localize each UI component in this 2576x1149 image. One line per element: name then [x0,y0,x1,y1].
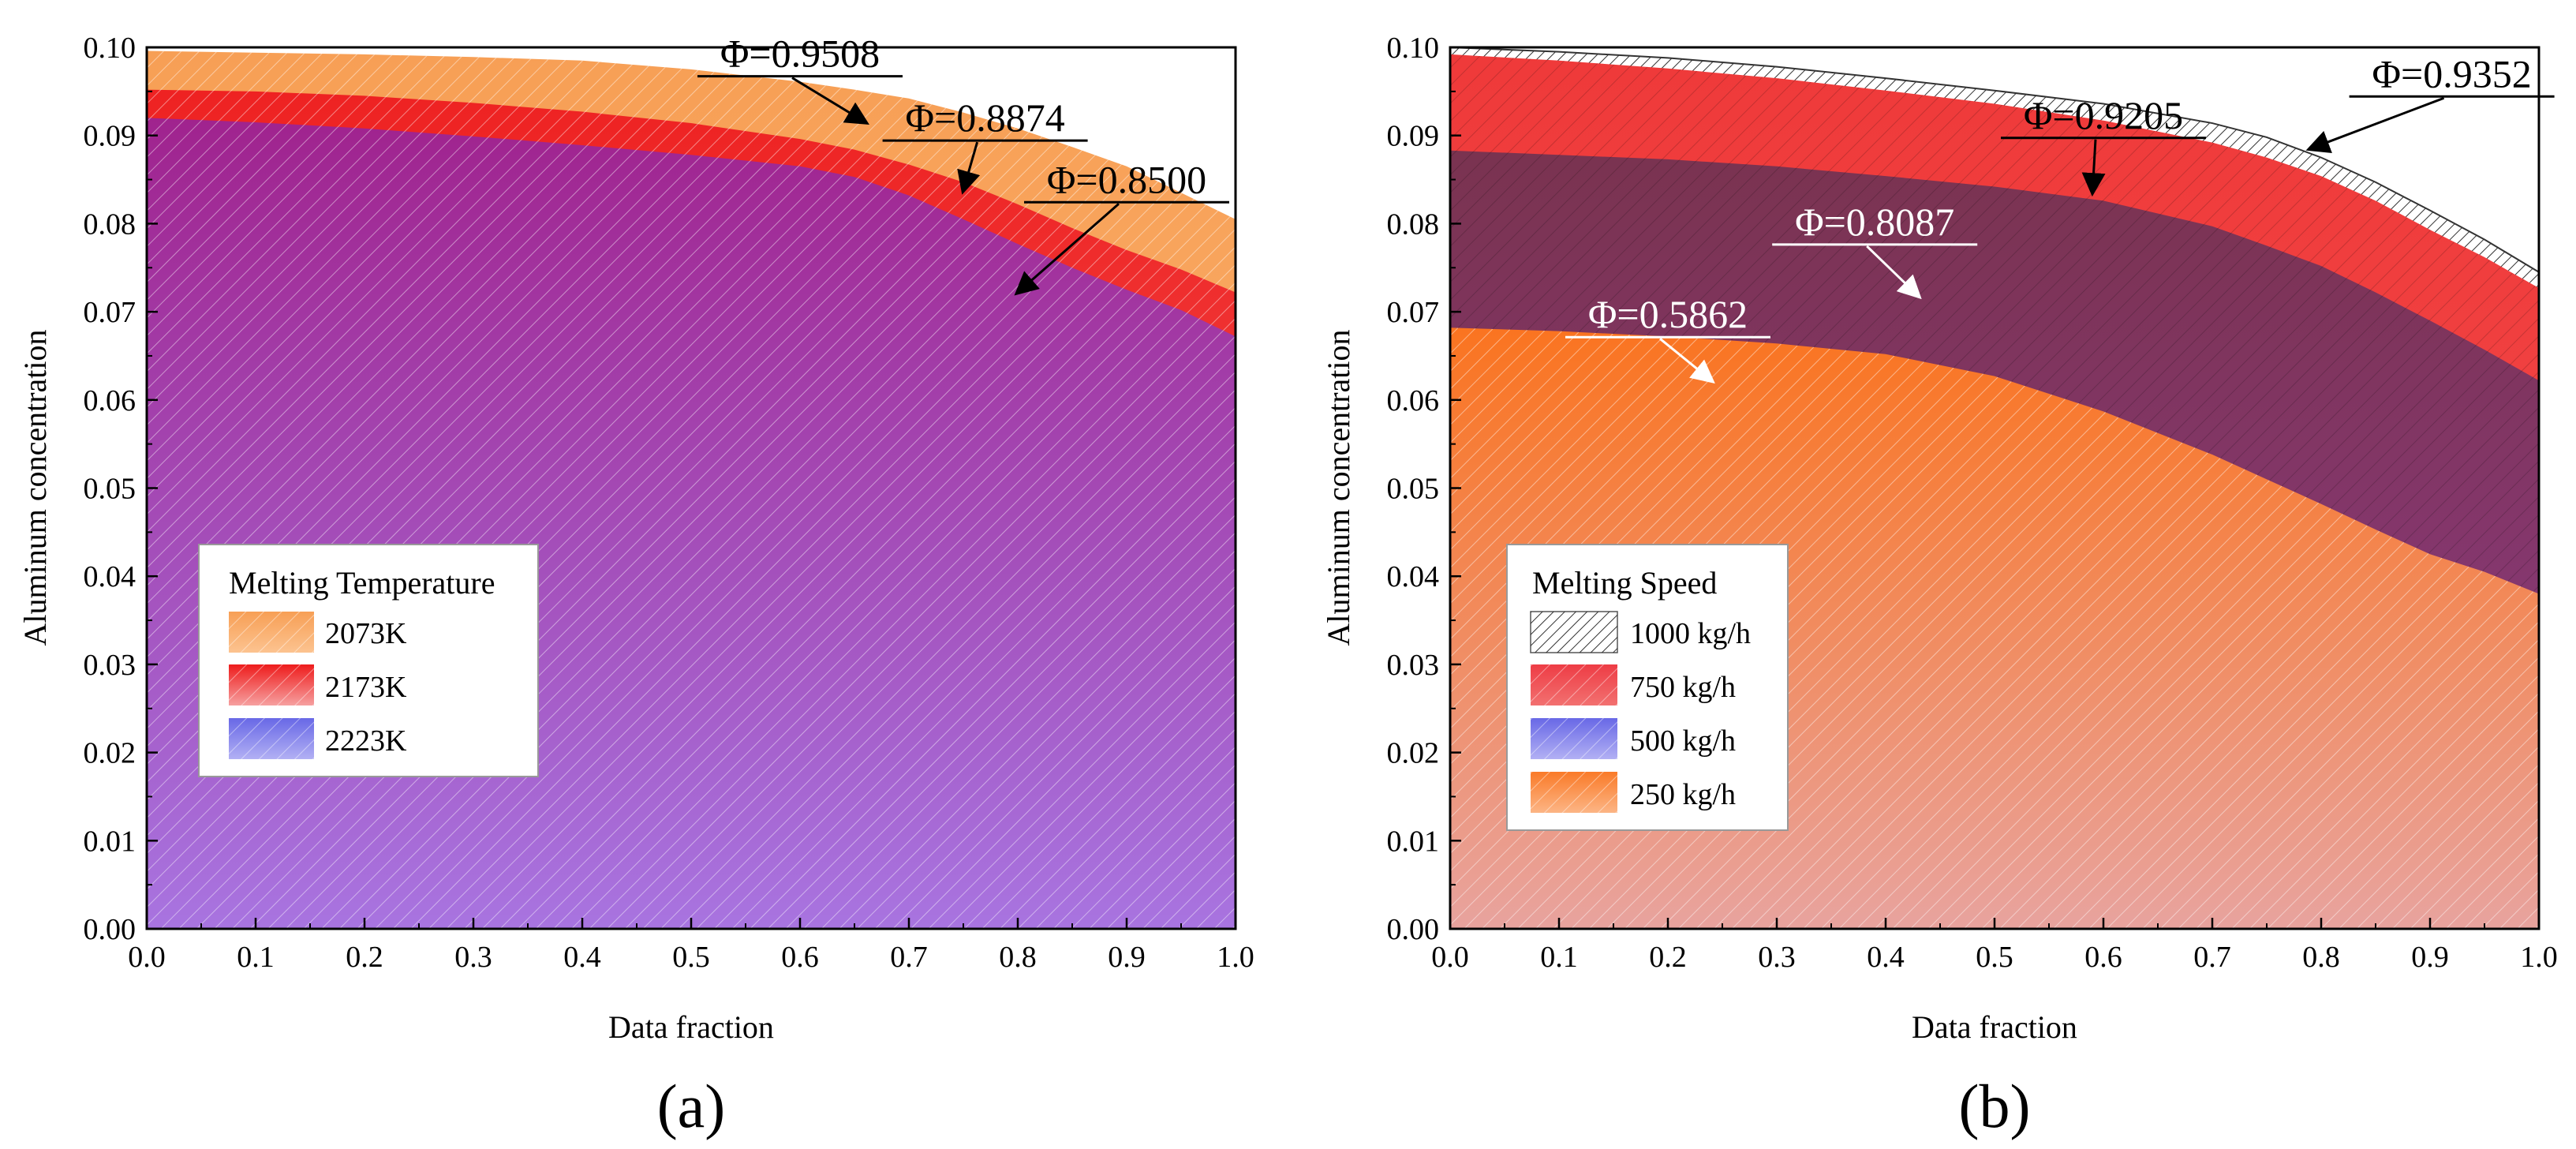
y-tick-label: 0.08 [84,208,136,241]
x-tick-label: 0.1 [237,941,275,974]
x-tick-label: 0.9 [2411,941,2449,974]
legend-entry-2223k: 2223K [325,724,407,758]
annotation-05862: Φ=0.5862 [1565,292,1770,384]
x-tick-label: 0.5 [1976,941,2013,974]
annotation-arrow [1014,203,1120,296]
annotation-arrow [2305,96,2445,153]
legend-entry-250kgh: 250 kg/h [1630,778,1736,811]
area-1000kgh-edge [1450,47,2539,273]
x-tick-label: 0.8 [2302,941,2340,974]
panel-a-annotations: Φ=0.9508 Φ=0.8874 Φ=0.8500 [697,32,1229,296]
legend-entry-1000kgh: 1000 kg/h [1630,617,1751,650]
panel-b: 0.0 0.1 0.2 0.3 0.4 0.5 0.6 0.7 0.8 0.9 1.0 0.00 0.0… [1321,32,2558,1140]
annotation-arrow [1866,245,1922,300]
legend-swatch-2223k-hatch [229,718,314,759]
y-tick-label: 0.06 [84,384,136,417]
panel-a-legend: Melting Temperature 2073K 2173K 2223K [198,544,539,777]
panel-b-label: (b) [1959,1072,2031,1140]
annotation-09352: Φ=0.9352 [2305,51,2555,153]
y-tick-label: 0.05 [1387,473,1440,506]
annotation-08874: Φ=0.8874 [882,95,1088,195]
y-tick-label: 0.02 [84,737,136,770]
y-tick-label: 0.07 [1387,296,1440,329]
x-tick-label: 0.2 [1649,941,1687,974]
annotation-text: Φ=0.8500 [1047,157,1206,201]
panel-b-legend: Melting Speed 1000 kg/h 750 kg/h 500 kg/… [1506,544,1789,831]
panel-a-x-axis-title: Data fraction [608,1009,774,1045]
annotation-arrow [2081,139,2106,197]
x-tick-label: 0.5 [672,941,710,974]
x-tick-label: 0.3 [454,941,492,974]
panel-b-annotations: Φ=0.9352 Φ=0.9205 Φ=0.8087 Φ=0.5862 [1565,51,2555,384]
legend-swatch-250kgh-hatch [1531,772,1617,813]
panel-a-ticks: 0.0 0.1 0.2 0.3 0.4 0.5 0.6 0.7 0.8 0.9 1.0 0.00 0.0… [84,32,1254,974]
annotation-arrow [957,141,981,195]
annotation-text: Φ=0.9508 [720,32,880,76]
panel-a-y-axis-title: Aluminum concentration [17,329,53,646]
legend-entry-2073k: 2073K [325,617,407,650]
annotation-arrow [791,77,869,125]
annotation-text: Φ=0.5862 [1588,292,1748,336]
x-tick-label: 1.0 [1217,941,1254,974]
annotation-arrow [1659,338,1715,384]
x-tick-label: 0.7 [2193,941,2231,974]
legend-entry-500kgh: 500 kg/h [1630,724,1736,758]
panel-a: 0.0 0.1 0.2 0.3 0.4 0.5 0.6 0.7 0.8 0.9 1.0 0.00 0.0… [17,32,1254,1140]
panel-b-y-axis-title: Aluminum concentration [1321,329,1356,646]
y-tick-label: 0.09 [84,120,136,153]
annotation-08087: Φ=0.8087 [1772,200,1978,300]
x-tick-label: 0.4 [563,941,601,974]
annotation-09205: Φ=0.9205 [2001,93,2206,197]
panel-a-label: (a) [657,1072,726,1140]
x-tick-label: 0.2 [346,941,383,974]
x-tick-label: 0.3 [1758,941,1796,974]
x-tick-label: 0.6 [2084,941,2122,974]
annotation-text: Φ=0.9352 [2372,51,2531,95]
x-tick-label: 0.0 [128,941,166,974]
legend-swatch-750kgh-hatch [1531,664,1617,705]
y-tick-label: 0.00 [1387,913,1440,946]
panel-b-legend-title: Melting Speed [1532,565,1717,601]
x-tick-label: 0.4 [1867,941,1905,974]
annotation-08500: Φ=0.8500 [1014,157,1229,296]
annotation-text: Φ=0.9205 [2024,93,2183,137]
y-tick-label: 0.09 [1387,120,1440,153]
x-tick-label: 1.0 [2520,941,2558,974]
panel-b-x-axis-title: Data fraction [1912,1009,2077,1045]
legend-entry-2173k: 2173K [325,671,407,704]
legend-swatch-1000kgh-hatch [1531,612,1617,653]
y-tick-label: 0.04 [1387,560,1440,593]
panel-a-legend-title: Melting Temperature [229,565,495,601]
legend-entry-750kgh: 750 kg/h [1630,671,1736,704]
annotation-text: Φ=0.8087 [1795,200,1954,244]
y-tick-label: 0.03 [1387,649,1440,682]
y-tick-label: 0.07 [84,296,136,329]
y-tick-label: 0.04 [84,560,136,593]
panel-a-legend-box [198,544,539,777]
x-tick-label: 0.1 [1540,941,1578,974]
x-tick-label: 0.9 [1108,941,1146,974]
y-tick-label: 0.06 [1387,384,1440,417]
y-tick-label: 0.00 [84,913,136,946]
x-tick-label: 0.8 [999,941,1037,974]
annotation-text: Φ=0.8874 [905,95,1064,140]
y-tick-label: 0.01 [1387,825,1440,858]
legend-swatch-500kgh-hatch [1531,718,1617,759]
annotation-09508: Φ=0.9508 [697,32,903,125]
y-tick-label: 0.03 [84,649,136,682]
legend-swatch-2173k-hatch [229,664,314,705]
x-tick-label: 0.6 [781,941,819,974]
y-tick-label: 0.10 [84,32,136,65]
y-tick-label: 0.08 [1387,208,1440,241]
legend-swatch-2073k-hatch [229,612,314,653]
y-tick-label: 0.02 [1387,737,1440,770]
y-tick-label: 0.01 [84,825,136,858]
x-tick-label: 0.0 [1431,941,1469,974]
y-tick-label: 0.10 [1387,32,1440,65]
x-tick-label: 0.7 [890,941,928,974]
y-tick-label: 0.05 [84,473,136,506]
panel-b-ticks: 0.0 0.1 0.2 0.3 0.4 0.5 0.6 0.7 0.8 0.9 1.0 0.00 0.0… [1387,32,2558,974]
